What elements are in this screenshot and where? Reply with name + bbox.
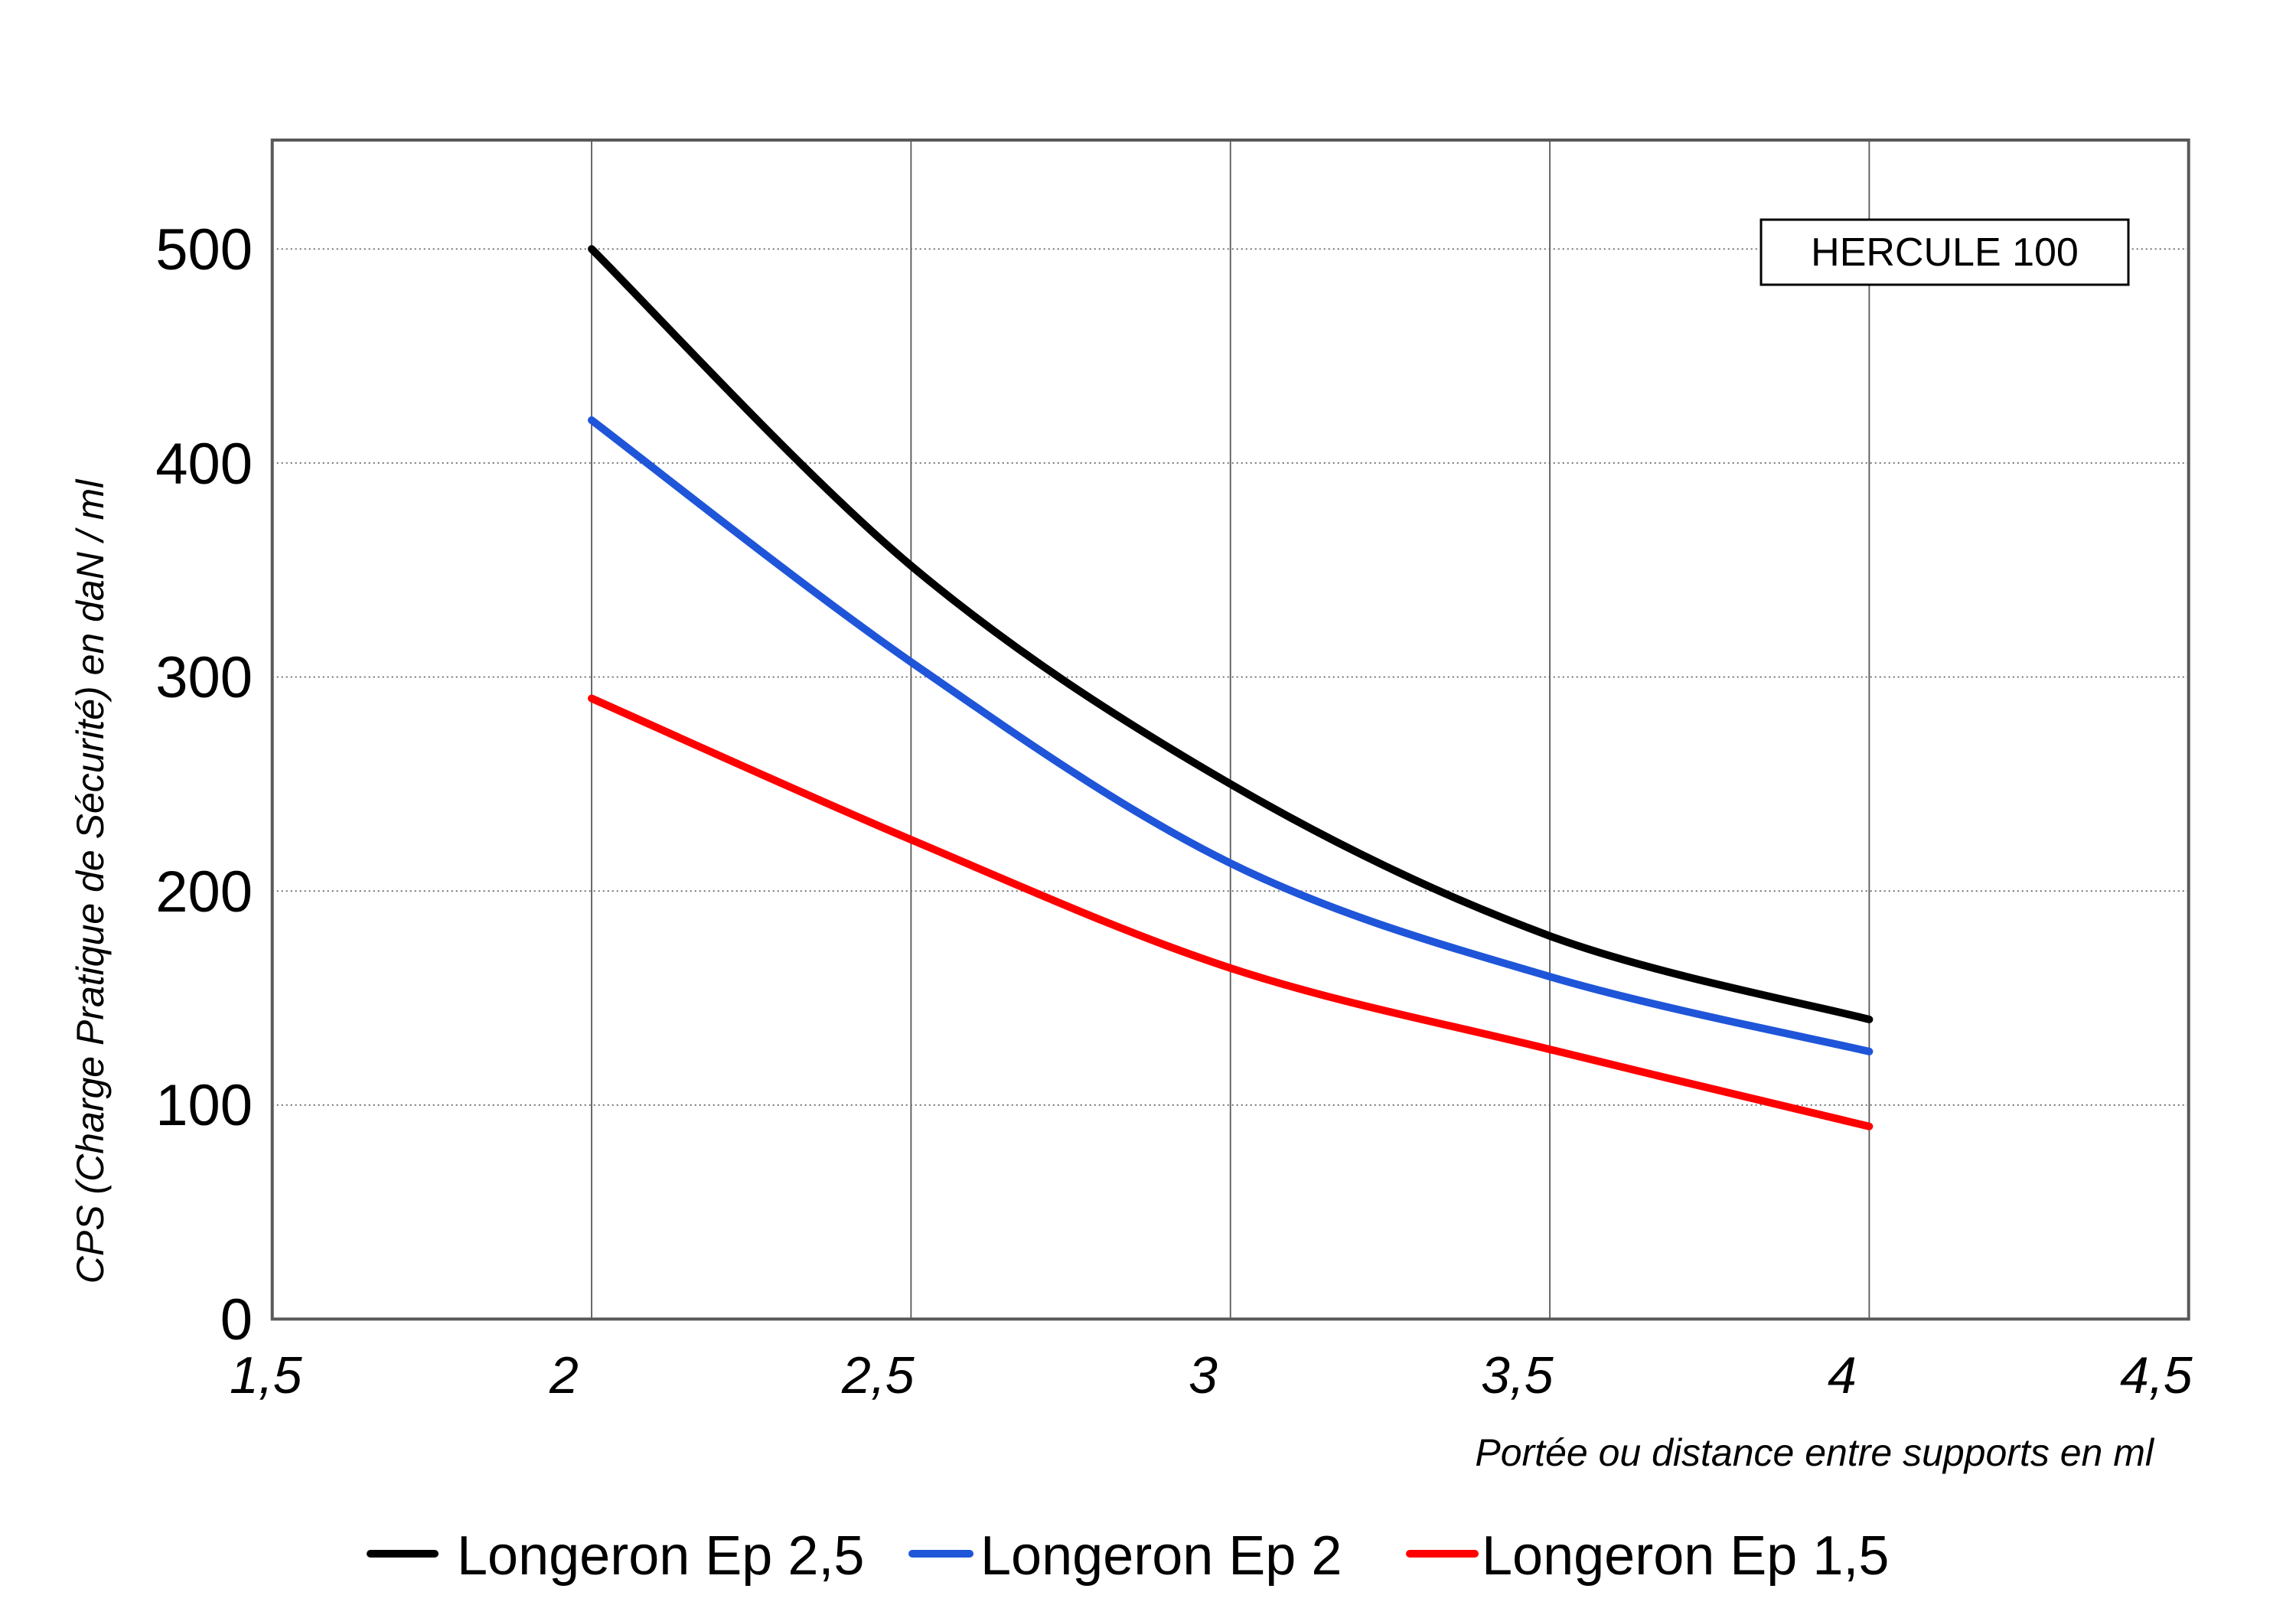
svg-text:Longeron Ep 2,5: Longeron Ep 2,5: [457, 1525, 864, 1587]
svg-text:CPS (Charge Pratique de Sécuri: CPS (Charge Pratique de Sécurité) en daN…: [69, 478, 112, 1284]
svg-text:300: 300: [155, 645, 253, 710]
svg-text:100: 100: [155, 1073, 253, 1138]
svg-text:3,5: 3,5: [1481, 1346, 1554, 1404]
svg-text:2,5: 2,5: [841, 1346, 915, 1404]
svg-text:500: 500: [155, 217, 253, 282]
svg-text:HERCULE 100: HERCULE 100: [1811, 230, 2079, 275]
svg-text:4,5: 4,5: [2120, 1346, 2193, 1404]
svg-text:Portée ou distance entre suppo: Portée ou distance entre supports en ml: [1475, 1431, 2155, 1474]
svg-text:4: 4: [1828, 1346, 1857, 1404]
svg-text:Longeron Ep 1,5: Longeron Ep 1,5: [1482, 1525, 1889, 1587]
svg-text:Longeron Ep 2: Longeron Ep 2: [980, 1525, 1342, 1587]
svg-text:3: 3: [1189, 1346, 1218, 1404]
svg-text:200: 200: [155, 860, 253, 925]
svg-text:2: 2: [549, 1346, 579, 1404]
svg-text:0: 0: [220, 1287, 253, 1352]
svg-text:400: 400: [155, 432, 253, 497]
svg-text:1,5: 1,5: [230, 1346, 302, 1404]
